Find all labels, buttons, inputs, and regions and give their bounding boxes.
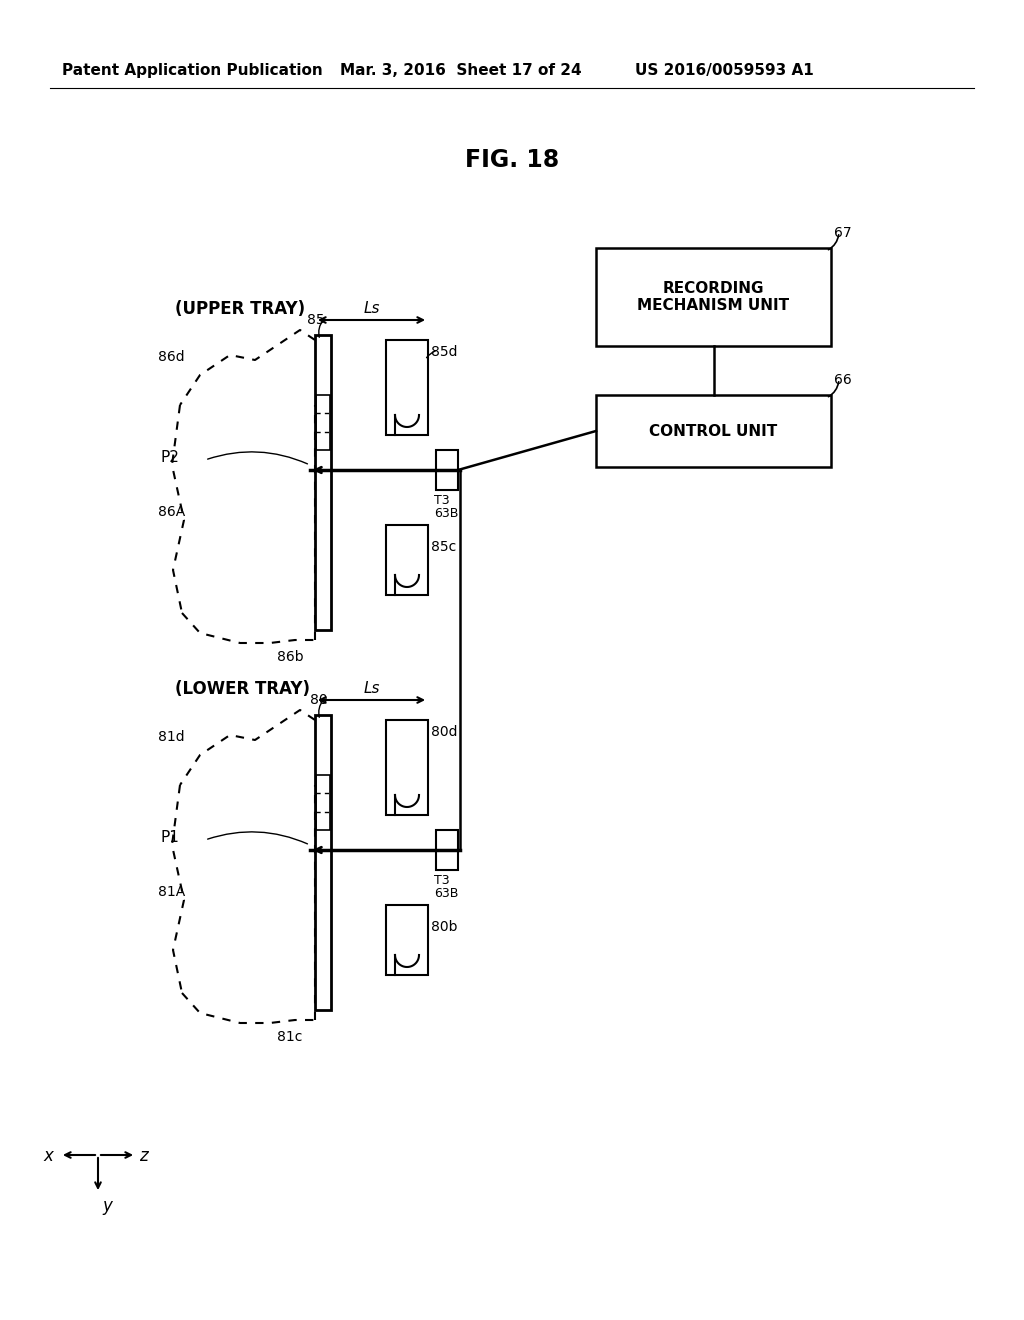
Text: CONTROL UNIT: CONTROL UNIT (649, 424, 777, 438)
Text: Patent Application Publication: Patent Application Publication (62, 63, 323, 78)
Bar (386, 341, 428, 436)
Bar (316, 775, 330, 830)
Bar (436, 450, 458, 490)
Bar (386, 525, 428, 595)
Text: 86b: 86b (276, 649, 303, 664)
Text: Ls: Ls (364, 301, 380, 315)
Bar (596, 248, 831, 346)
Text: 85d: 85d (431, 345, 458, 359)
Text: T3: T3 (434, 494, 450, 507)
Text: (LOWER TRAY): (LOWER TRAY) (175, 680, 310, 698)
Text: 85c: 85c (431, 540, 457, 554)
Text: (UPPER TRAY): (UPPER TRAY) (175, 300, 305, 318)
Text: P1: P1 (160, 830, 179, 845)
Bar (386, 719, 428, 814)
Text: 81c: 81c (278, 1030, 303, 1044)
Text: 67: 67 (834, 226, 852, 240)
Text: 81d: 81d (158, 730, 184, 744)
Bar (596, 395, 831, 467)
Bar (315, 335, 331, 630)
Text: P2: P2 (160, 450, 179, 465)
Text: US 2016/0059593 A1: US 2016/0059593 A1 (635, 63, 814, 78)
Text: 86d: 86d (158, 350, 184, 364)
Text: 85: 85 (307, 313, 325, 327)
Bar (386, 906, 428, 975)
Text: 81A: 81A (158, 884, 185, 899)
Text: 63B: 63B (434, 507, 459, 520)
Bar (315, 715, 331, 1010)
Text: 66: 66 (834, 374, 852, 387)
Text: 86A: 86A (158, 506, 185, 519)
Text: Mar. 3, 2016  Sheet 17 of 24: Mar. 3, 2016 Sheet 17 of 24 (340, 63, 582, 78)
Text: T3: T3 (434, 874, 450, 887)
Text: y: y (102, 1197, 112, 1214)
Text: 80d: 80d (431, 725, 458, 739)
Text: z: z (139, 1147, 147, 1166)
Text: FIG. 18: FIG. 18 (465, 148, 559, 172)
Text: Ls: Ls (364, 681, 380, 696)
Bar (436, 830, 458, 870)
Text: 80b: 80b (431, 920, 458, 935)
Text: x: x (43, 1147, 53, 1166)
Text: 80: 80 (310, 693, 328, 708)
Bar (316, 395, 330, 450)
Text: RECORDING
MECHANISM UNIT: RECORDING MECHANISM UNIT (637, 281, 790, 313)
Text: 63B: 63B (434, 887, 459, 900)
